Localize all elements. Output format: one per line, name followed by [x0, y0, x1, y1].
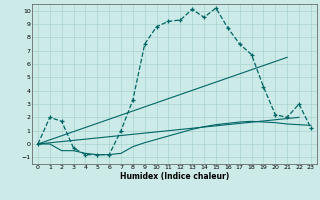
- X-axis label: Humidex (Indice chaleur): Humidex (Indice chaleur): [120, 172, 229, 181]
